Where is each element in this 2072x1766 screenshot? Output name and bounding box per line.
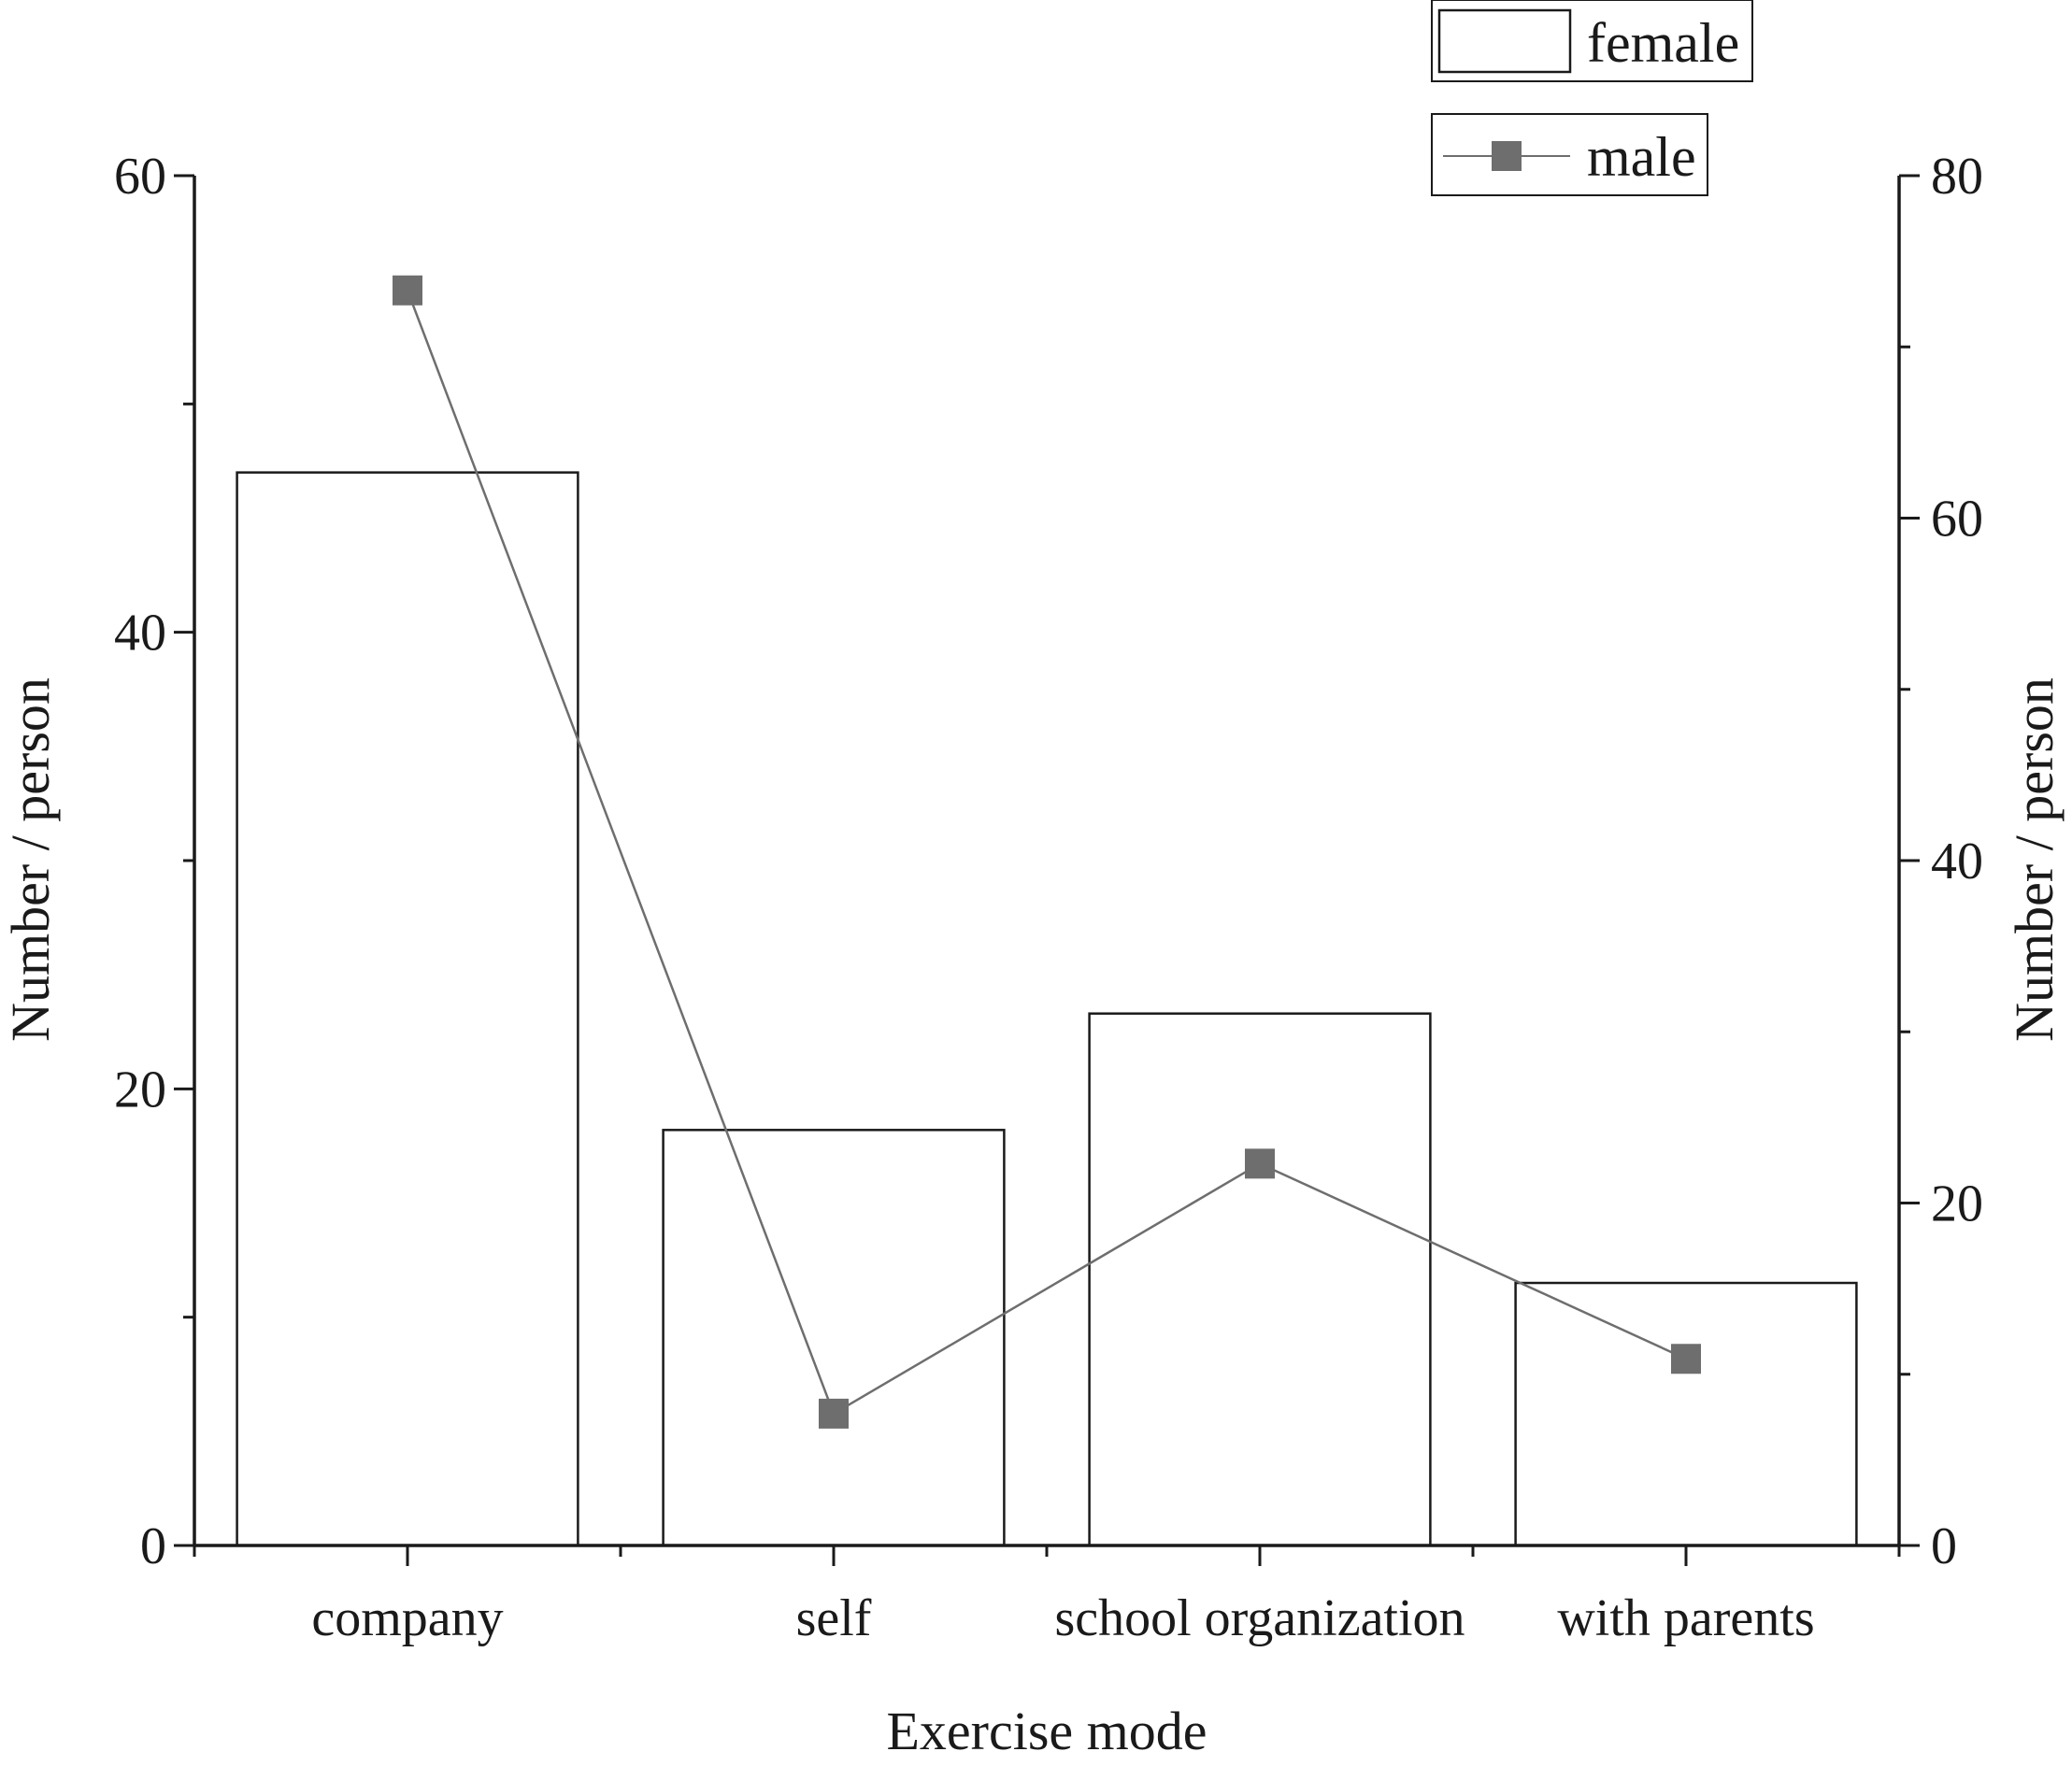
x-tick-label: self	[796, 1589, 872, 1647]
y2-tick-label: 80	[1931, 148, 1983, 206]
y-tick-label: 60	[114, 148, 166, 206]
legend-entry-female: female	[1431, 0, 1753, 82]
tick-group: 0 20 40 60 0 20 40 60 80 company self school organi…	[114, 148, 1983, 1647]
bar-female-company	[236, 471, 579, 1547]
bar-female-with-parents	[1514, 1281, 1858, 1547]
legend-female-swatch	[1437, 8, 1572, 74]
legend-entry-male: male	[1431, 113, 1708, 196]
y2-tick-label: 0	[1931, 1517, 1957, 1575]
legend-male-label: male	[1587, 126, 1696, 188]
marker-male-company	[393, 275, 422, 306]
y-tick-label: 20	[114, 1061, 166, 1118]
legend-female-frame	[1431, 0, 1753, 82]
marker-male-with-parents	[1671, 1344, 1701, 1374]
y-tick-label: 40	[114, 605, 166, 662]
y-axis-title: Number / person	[0, 677, 61, 1042]
bar-female-self	[662, 1129, 1006, 1547]
x-tick-label: with parents	[1557, 1589, 1814, 1647]
x-tick-label: school organization	[1054, 1589, 1465, 1647]
bar-group	[236, 471, 1858, 1547]
line-series-group	[393, 275, 1701, 1429]
line-male	[406, 290, 1687, 1416]
legend-male-frame	[1431, 113, 1708, 196]
y2-tick-label: 60	[1931, 491, 1983, 548]
y2-tick-label: 20	[1931, 1175, 1983, 1233]
y2-axis-title: Number / person	[2004, 677, 2065, 1042]
x-tick-label: company	[311, 1589, 503, 1647]
legend-female-label: female	[1587, 12, 1739, 74]
marker-male-school-organization	[1245, 1148, 1275, 1179]
y-tick-label: 0	[140, 1517, 166, 1575]
legend: female male	[1431, 0, 1753, 196]
y2-tick-label: 40	[1931, 833, 1983, 890]
legend-male-marker	[1492, 141, 1522, 171]
marker-male-self	[819, 1398, 849, 1429]
bar-female-school-organization	[1088, 1012, 1432, 1547]
x-axis-title: Exercise mode	[886, 1701, 1207, 1761]
